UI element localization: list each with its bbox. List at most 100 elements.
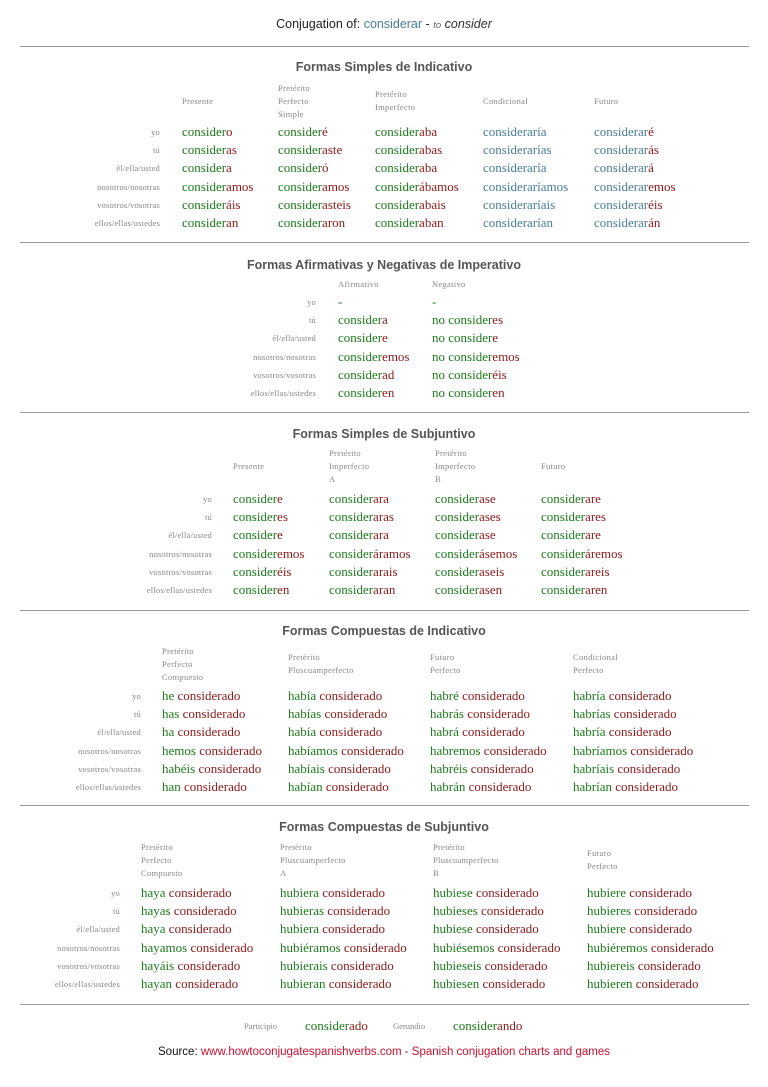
form-stem: consider (233, 509, 278, 525)
form-stem: habíamos (288, 742, 338, 758)
form-stem: han (162, 779, 181, 794)
column-header-line: Presente (182, 95, 214, 106)
person-label: tú (204, 512, 212, 523)
column-header-line: Pretérito (141, 841, 173, 852)
form-ending: abais (419, 196, 446, 212)
column-header: Futuro Perfecto (430, 643, 461, 685)
column-header-line: Presente (233, 460, 265, 471)
conjugated-form: considere (338, 330, 388, 345)
conjugated-form: considero (182, 124, 233, 139)
form-ending: considerado (318, 885, 386, 900)
form-ending: are (585, 491, 601, 506)
form-ending: aran (373, 582, 396, 597)
form-stem: - (432, 294, 437, 309)
conjugated-form: no considere (432, 330, 498, 345)
column-header-line: Afirmativo (338, 278, 379, 289)
form-ending: án (648, 215, 661, 230)
form-ending: considerado (634, 957, 701, 973)
form-ending: considerado (472, 885, 539, 900)
column-header-line: Pluscuamperfecto (433, 854, 499, 865)
person-label: vosotros/vosotras (57, 960, 120, 971)
column-header-line: Pretérito (435, 447, 467, 458)
meaning-text: consider (444, 17, 492, 31)
person-label: yo (307, 297, 316, 307)
conjugated-form: consideraban (375, 215, 444, 230)
form-ending: éis (648, 196, 663, 212)
form-stem: no consider (432, 348, 493, 364)
conjugated-form: considera (182, 160, 232, 175)
conjugated-form: consideraras (329, 509, 394, 524)
form-stem: habéis (162, 760, 196, 776)
conjugated-form: hubierais considerado (280, 958, 394, 973)
person-label: tú (308, 315, 316, 326)
form-stem: hubiere (587, 921, 626, 937)
form-ending: ara (373, 527, 389, 543)
column-header-line: Perfecto (430, 665, 461, 675)
conjugated-form: consideraba (375, 124, 437, 139)
column-header-line: Futuro (594, 95, 619, 106)
form-stem: consider (278, 124, 323, 139)
conjugated-form: había considerado (288, 724, 382, 739)
column-header-line: Condicional (483, 95, 528, 106)
form-stem: consider (338, 312, 383, 328)
form-stem: consider (375, 124, 420, 139)
divider (20, 1004, 749, 1005)
form-stem: habían (288, 779, 323, 794)
person-label: nosotros/nosotras (78, 745, 141, 756)
form-stem: hubiésemos (433, 939, 495, 955)
conjugated-form: has considerado (162, 706, 245, 721)
form-stem: consider (435, 509, 480, 525)
conjugated-form: consideres (233, 509, 288, 524)
form-ending: considerado (465, 779, 532, 794)
form-ending: amos (322, 178, 350, 194)
form-stem: hubiese (433, 921, 473, 937)
conjugated-form: consideren (233, 582, 289, 597)
column-header: Pretérito Pluscuamperfecto B (433, 839, 499, 881)
conjugated-form: consideraréis (594, 197, 663, 212)
gerundio-ending: ando (497, 1018, 523, 1033)
column-header-line: Perfecto (587, 861, 618, 871)
title-dash: - (425, 17, 430, 31)
conjugated-form: consideraríamos (483, 179, 568, 194)
form-ending: as (226, 142, 237, 158)
form-stem: hemos (162, 742, 196, 758)
form-stem: hubiéramos (280, 939, 341, 955)
form-stem: hayamos (141, 939, 188, 955)
form-ending: considerado (458, 688, 525, 703)
form-stem: consider (329, 527, 374, 543)
form-stem: consider (182, 124, 227, 139)
form-ending: considerado (631, 903, 698, 919)
form-stem: consideraría (483, 160, 547, 176)
conjugated-form: considerarías (483, 142, 552, 157)
form-ending: considerado (605, 724, 672, 740)
conjugated-form: habremos considerado (430, 743, 547, 758)
form-ending: aras (373, 509, 394, 525)
column-header-line: Perfecto (162, 658, 193, 669)
form-ending: considerado (165, 921, 232, 937)
form-stem: consider (375, 142, 420, 158)
column-header: Futuro (541, 445, 565, 487)
column-header: Pretérito Imperfecto A (329, 445, 369, 487)
form-ending: considerado (321, 706, 388, 722)
column-header-line: Compuesto (141, 867, 183, 878)
form-ending: considerado (611, 779, 679, 794)
column-header: Futuro Perfecto (587, 839, 618, 881)
form-stem: consider (329, 545, 374, 561)
conjugated-form: hubiéramos considerado (280, 940, 407, 955)
form-stem: consider (182, 142, 227, 158)
form-stem: hubieren (587, 976, 633, 991)
conjugated-form: considerara (329, 527, 389, 542)
form-ending: emos (648, 178, 676, 194)
form-stem: consider (338, 366, 383, 382)
form-stem: consider (182, 215, 227, 230)
form-ending: ares (585, 509, 606, 525)
conjugated-form: considerábamos (375, 179, 459, 194)
conjugated-form: ha considerado (162, 724, 240, 739)
conjugated-form: consideréis (233, 564, 292, 579)
form-stem: hubiéremos (587, 939, 648, 955)
form-ending: é (322, 124, 328, 139)
form-stem: hubiera (280, 885, 319, 900)
conjugated-form: hayan considerado (141, 976, 238, 991)
form-stem: habrán (430, 779, 466, 794)
source-link[interactable]: www.howtoconjugatespanishverbs.com (200, 1046, 402, 1058)
